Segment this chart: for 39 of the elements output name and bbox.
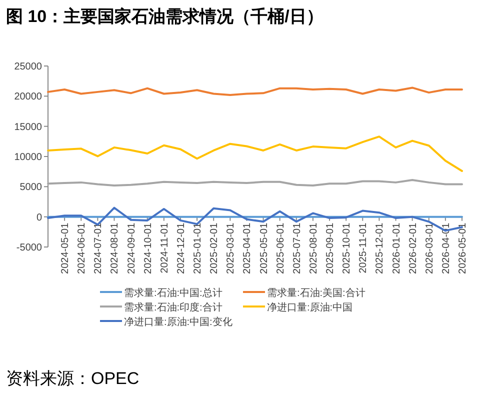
y-tick-label: -5000: [16, 242, 42, 254]
legend-label: 净进口量:原油:中国:变化: [124, 316, 232, 328]
x-tick-label: 2024-11-01: [159, 222, 170, 274]
x-tick-label: 2026-01-01: [391, 222, 402, 274]
x-tick-label: 2025-10-01: [342, 222, 353, 274]
y-tick-label: 5000: [20, 182, 42, 194]
x-tick-label: 2024-09-01: [126, 222, 138, 274]
x-tick-label: 2025-07-01: [292, 222, 303, 274]
x-tick-label: 2025-12-01: [374, 222, 386, 274]
x-tick-label: 2025-09-01: [325, 222, 336, 274]
x-tick-label: 2025-11-01: [358, 222, 370, 274]
y-tick-label: 25000: [14, 62, 42, 72]
x-tick-label: 2025-08-01: [308, 222, 320, 274]
chart-title: 图 10：主要国家石油需求情况（千桶/日）: [6, 7, 324, 26]
x-tick-label: 2024-05-01: [60, 222, 72, 274]
x-tick-label: 2025-03-01: [226, 222, 237, 274]
x-tick-label: 2024-06-01: [76, 222, 88, 274]
x-tick-label: 2024-08-01: [110, 222, 121, 274]
text: 资料来源：OPEC: [6, 369, 140, 388]
legend-label: 需求量:石油:印度:合计: [124, 302, 222, 314]
x-tick-label: 2025-06-01: [275, 222, 286, 274]
x-tick-label: 2026-03-01: [424, 222, 436, 274]
x-tick-label: 2025-02-01: [209, 222, 220, 274]
y-tick-label: 15000: [14, 122, 42, 133]
legend-label: 净进口量:原油:中国: [267, 302, 353, 314]
y-tick-label: 10000: [14, 152, 42, 163]
x-tick-label: 2026-04-01: [440, 222, 452, 274]
x-tick-label: 2025-05-01: [258, 222, 270, 274]
x-tick-label: 2025-04-01: [242, 222, 254, 274]
x-tick-label: 2024-12-01: [176, 222, 187, 274]
x-tick-label: 2025-01-01: [192, 222, 204, 274]
x-tick-label: 2024-10-01: [142, 222, 154, 274]
x-tick-label: 2024-07-01: [93, 222, 104, 274]
x-tick-label: 2026-02-01: [408, 222, 419, 274]
y-tick-label: 20000: [14, 92, 42, 103]
x-tick-label: 2026-05-01: [458, 222, 468, 274]
y-tick-label: 0: [36, 212, 42, 224]
legend-label: 需求量:石油:美国:合计: [267, 287, 366, 299]
legend-label: 需求量:石油:中国:总计: [124, 287, 222, 299]
